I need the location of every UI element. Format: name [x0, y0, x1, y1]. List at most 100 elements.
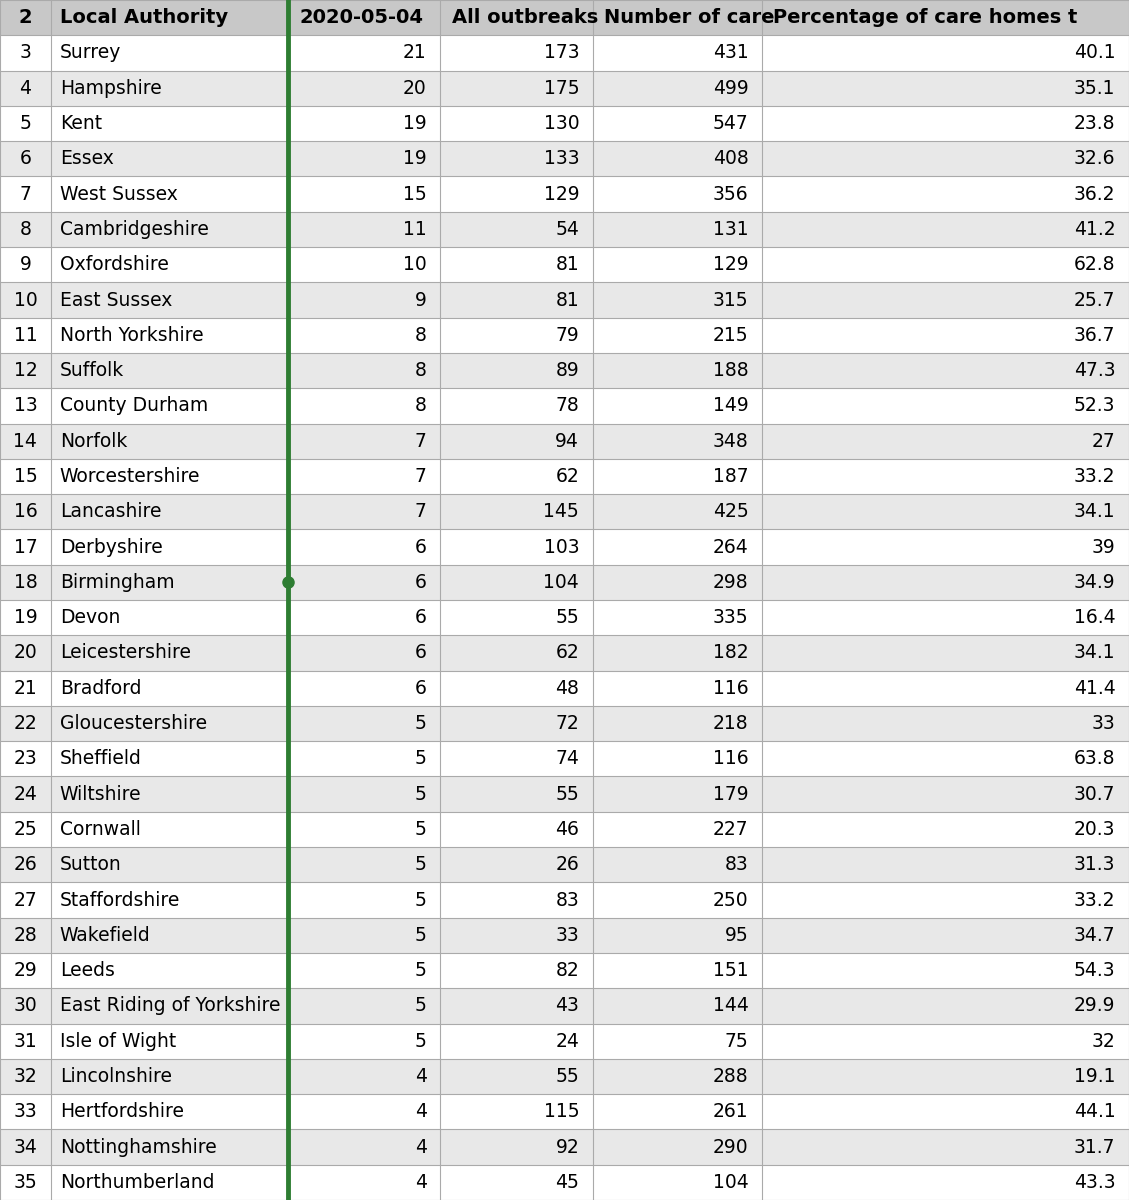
Text: 547: 547 [712, 114, 749, 133]
Text: 43: 43 [555, 996, 579, 1015]
Text: 13: 13 [14, 396, 37, 415]
Text: 179: 179 [712, 785, 749, 804]
Text: 348: 348 [712, 432, 749, 451]
Bar [0, 882, 1129, 918]
Text: 21: 21 [14, 679, 37, 697]
Bar [0, 847, 1129, 882]
Text: 8: 8 [414, 396, 427, 415]
Text: 36.7: 36.7 [1074, 325, 1115, 344]
Text: 8: 8 [19, 220, 32, 239]
Text: 173: 173 [543, 43, 579, 62]
Text: 33: 33 [555, 925, 579, 944]
Text: East Riding of Yorkshire: East Riding of Yorkshire [60, 996, 280, 1015]
Text: County Durham: County Durham [60, 396, 208, 415]
Text: 35.1: 35.1 [1074, 79, 1115, 97]
Text: 2: 2 [18, 8, 33, 28]
Text: 43.3: 43.3 [1074, 1172, 1115, 1192]
Text: 7: 7 [414, 503, 427, 521]
Text: Lancashire: Lancashire [60, 503, 161, 521]
Text: 188: 188 [712, 361, 749, 380]
Text: 24: 24 [14, 785, 37, 804]
Text: 5: 5 [414, 785, 427, 804]
Text: 5: 5 [414, 890, 427, 910]
Text: Staffordshire: Staffordshire [60, 890, 181, 910]
Text: 129: 129 [712, 256, 749, 275]
Text: 116: 116 [712, 749, 749, 768]
Bar [0, 1094, 1129, 1129]
Text: 19.1: 19.1 [1074, 1067, 1115, 1086]
Text: 15: 15 [14, 467, 37, 486]
Text: 40.1: 40.1 [1074, 43, 1115, 62]
Text: 19: 19 [403, 114, 427, 133]
Bar [0, 211, 1129, 247]
Text: 54.3: 54.3 [1074, 961, 1115, 980]
Text: 7: 7 [414, 467, 427, 486]
Bar [0, 918, 1129, 953]
Text: 19: 19 [403, 149, 427, 168]
Bar [0, 776, 1129, 811]
Text: 8: 8 [414, 325, 427, 344]
Text: 20: 20 [403, 79, 427, 97]
Text: 7: 7 [414, 432, 427, 451]
Text: 8: 8 [414, 361, 427, 380]
Text: 41.4: 41.4 [1074, 679, 1115, 697]
Text: 4: 4 [19, 79, 32, 97]
Text: 5: 5 [414, 925, 427, 944]
Text: 151: 151 [712, 961, 749, 980]
Text: 34.1: 34.1 [1074, 643, 1115, 662]
Text: 11: 11 [14, 325, 37, 344]
Text: 227: 227 [712, 820, 749, 839]
Text: 6: 6 [414, 608, 427, 628]
Text: 431: 431 [712, 43, 749, 62]
Text: 182: 182 [712, 643, 749, 662]
Text: 19: 19 [14, 608, 37, 628]
Text: Cornwall: Cornwall [60, 820, 141, 839]
Bar [0, 1165, 1129, 1200]
Text: 131: 131 [712, 220, 749, 239]
Text: 20.3: 20.3 [1074, 820, 1115, 839]
Text: 20: 20 [14, 643, 37, 662]
Text: 298: 298 [712, 572, 749, 592]
Text: 52.3: 52.3 [1074, 396, 1115, 415]
Text: 261: 261 [712, 1103, 749, 1121]
Text: 6: 6 [414, 679, 427, 697]
Text: 5: 5 [414, 714, 427, 733]
Text: 62: 62 [555, 467, 579, 486]
Text: 39: 39 [1092, 538, 1115, 557]
Text: 75: 75 [725, 1032, 749, 1051]
Text: 18: 18 [14, 572, 37, 592]
Text: 25: 25 [14, 820, 37, 839]
Text: 12: 12 [14, 361, 37, 380]
Text: Worcestershire: Worcestershire [60, 467, 200, 486]
Text: 144: 144 [712, 996, 749, 1015]
Text: Wiltshire: Wiltshire [60, 785, 141, 804]
Text: 31.3: 31.3 [1074, 856, 1115, 875]
Bar [0, 424, 1129, 458]
Text: 34: 34 [14, 1138, 37, 1157]
Text: 62: 62 [555, 643, 579, 662]
Text: Percentage of care homes t: Percentage of care homes t [773, 8, 1078, 28]
Text: 32: 32 [1092, 1032, 1115, 1051]
Text: Local Authority: Local Authority [60, 8, 228, 28]
Bar [0, 142, 1129, 176]
Text: 26: 26 [555, 856, 579, 875]
Text: 6: 6 [19, 149, 32, 168]
Bar [0, 458, 1129, 494]
Bar [0, 247, 1129, 282]
Text: 6: 6 [414, 538, 427, 557]
Text: Derbyshire: Derbyshire [60, 538, 163, 557]
Text: 33.2: 33.2 [1074, 467, 1115, 486]
Text: Sutton: Sutton [60, 856, 122, 875]
Text: 356: 356 [712, 185, 749, 204]
Text: 24: 24 [555, 1032, 579, 1051]
Text: Hampshire: Hampshire [60, 79, 161, 97]
Text: Surrey: Surrey [60, 43, 121, 62]
Text: 149: 149 [712, 396, 749, 415]
Bar [0, 565, 1129, 600]
Bar [0, 35, 1129, 71]
Text: 14: 14 [14, 432, 37, 451]
Text: 5: 5 [414, 961, 427, 980]
Text: 34.1: 34.1 [1074, 503, 1115, 521]
Bar [0, 811, 1129, 847]
Text: 499: 499 [712, 79, 749, 97]
